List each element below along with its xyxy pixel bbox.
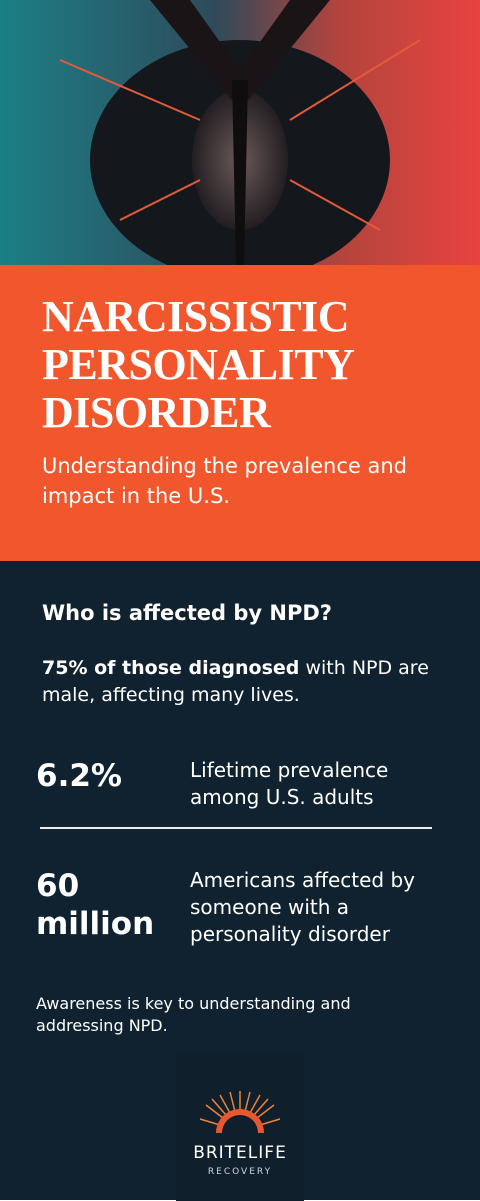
stat-label: Lifetime prevalence among U.S. adults xyxy=(190,758,389,809)
title-band: NARCISSISTIC PERSONALITY DISORDER Unders… xyxy=(0,265,480,561)
crack xyxy=(150,0,330,110)
logo-sun xyxy=(199,1091,281,1133)
hero-image xyxy=(0,0,480,265)
intro-bold: 75% of those diagnosed xyxy=(42,657,300,679)
divider xyxy=(40,827,432,829)
stat-label: Americans affected by someone with a per… xyxy=(190,868,416,946)
logo-subbrand: RECOVERY xyxy=(207,1167,273,1177)
logo-brand: BRITELIFE xyxy=(193,1143,287,1163)
logo: BRITELIFE RECOVERY xyxy=(176,1051,304,1201)
section-heading: Who is affected by NPD? xyxy=(42,601,332,625)
subtitle: Understanding the prevalence and impact … xyxy=(42,454,407,508)
stat-figure: 60 million xyxy=(36,868,155,942)
intro-rest: with NPD are male, affecting many lives. xyxy=(42,657,429,706)
stat-figure: 6.2% xyxy=(36,758,122,794)
title: NARCISSISTIC PERSONALITY DISORDER xyxy=(42,292,353,437)
intro-text: 75% of those diagnosed with NPD are male… xyxy=(42,655,442,709)
content-section: Who is affected by NPD? 75% of those dia… xyxy=(0,561,480,1201)
paint-streaks xyxy=(59,39,421,231)
split xyxy=(232,80,248,265)
closing-note: Awareness is key to understanding and ad… xyxy=(36,994,351,1035)
